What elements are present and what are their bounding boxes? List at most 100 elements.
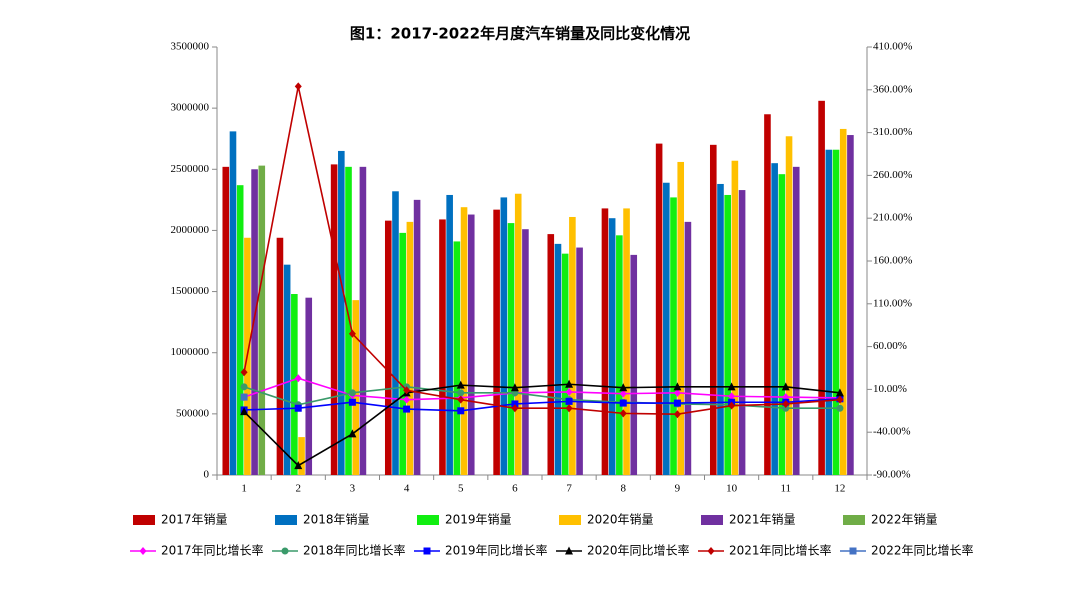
bar xyxy=(576,247,583,475)
y-tick-label: 3500000 xyxy=(171,41,210,53)
bar xyxy=(778,174,786,476)
marker xyxy=(456,380,465,389)
bar xyxy=(251,169,258,476)
bar xyxy=(847,135,854,475)
marker xyxy=(294,404,302,412)
marker xyxy=(510,383,519,392)
marker xyxy=(457,395,465,404)
bar xyxy=(554,243,562,475)
x-tick-label: 2 xyxy=(296,483,302,495)
legend-swatch xyxy=(559,515,581,525)
bar xyxy=(413,199,421,475)
x-tick-label: 1 xyxy=(241,483,247,495)
bar xyxy=(439,219,446,475)
legend-swatch xyxy=(133,515,155,525)
bar xyxy=(229,131,237,475)
marker xyxy=(139,547,147,555)
bar xyxy=(359,166,367,475)
y2-tick-label: 10.00% xyxy=(873,383,907,395)
marker xyxy=(240,368,248,377)
legend-label: 2022年同比增长率 xyxy=(871,543,974,558)
x-tick-label: 12 xyxy=(834,483,845,495)
y2-tick-label: 260.00% xyxy=(873,169,912,181)
y-tick-label: 500000 xyxy=(176,407,210,419)
legend-label: 2018年销量 xyxy=(303,513,370,527)
bar xyxy=(731,160,739,475)
marker xyxy=(403,405,411,413)
marker xyxy=(348,389,356,397)
marker xyxy=(849,547,857,555)
bar xyxy=(493,209,500,475)
x-tick-label: 6 xyxy=(512,483,518,495)
marker xyxy=(673,399,681,407)
x-tick-label: 3 xyxy=(350,483,356,495)
x-tick-label: 11 xyxy=(780,483,791,495)
bar xyxy=(500,197,508,475)
bar xyxy=(384,220,392,475)
bar xyxy=(684,221,692,475)
marker xyxy=(457,389,465,397)
y2-tick-label: -40.00% xyxy=(873,426,911,438)
marker xyxy=(619,389,627,398)
bar xyxy=(655,143,663,475)
y2-tick-label: -90.00% xyxy=(873,469,911,481)
marker xyxy=(511,400,519,408)
bar xyxy=(677,161,685,475)
bar xyxy=(785,136,793,476)
legend-label: 2017年销量 xyxy=(161,513,228,527)
bar xyxy=(569,216,576,475)
marker xyxy=(673,388,681,397)
line xyxy=(243,383,841,467)
line xyxy=(244,398,840,412)
legend-label: 2021年同比增长率 xyxy=(729,543,832,558)
y2-tick-label: 210.00% xyxy=(873,212,912,224)
line xyxy=(243,377,840,401)
bar xyxy=(399,232,406,475)
marker xyxy=(781,382,790,391)
y-tick-label: 0 xyxy=(204,469,210,481)
marker xyxy=(673,410,681,419)
marker xyxy=(240,393,248,401)
bar xyxy=(709,144,717,476)
marker xyxy=(619,409,627,418)
marker xyxy=(728,401,736,410)
y-tick-label: 2500000 xyxy=(171,163,210,175)
x-tick-label: 10 xyxy=(726,483,738,495)
bar xyxy=(832,149,840,475)
marker xyxy=(348,429,357,438)
marker xyxy=(673,382,682,391)
legend-label: 2020年同比增长率 xyxy=(587,543,690,558)
y2-tick-label: 60.00% xyxy=(873,340,907,352)
bar xyxy=(345,166,352,475)
bar xyxy=(446,194,453,476)
marker xyxy=(836,395,844,404)
marker xyxy=(565,397,573,405)
marker xyxy=(348,398,356,406)
marker xyxy=(294,461,303,470)
marker xyxy=(403,395,411,404)
y-tick-label: 1500000 xyxy=(171,285,210,297)
legend-label: 2021年销量 xyxy=(729,513,796,527)
bar xyxy=(547,234,555,475)
legend-label: 2017年同比增长率 xyxy=(161,543,264,558)
legend: 2017年销量 2018年销量 2019年销量 2020年销量 2021年销量 2022年… xyxy=(130,513,974,558)
bar xyxy=(276,237,284,475)
marker xyxy=(565,387,573,396)
x-tick-label: 9 xyxy=(675,483,681,495)
bar xyxy=(771,163,778,475)
marker xyxy=(565,546,573,555)
legend-swatch xyxy=(701,515,723,525)
marker xyxy=(281,547,289,555)
line xyxy=(243,86,840,416)
marker xyxy=(565,379,574,388)
marker xyxy=(294,82,302,91)
bar xyxy=(352,300,360,475)
bar xyxy=(283,264,291,475)
marker xyxy=(565,404,573,413)
bar xyxy=(825,149,833,475)
y-tick-label: 3000000 xyxy=(171,102,210,114)
bar xyxy=(291,294,298,475)
bar xyxy=(670,197,677,475)
legend-label: 2020年销量 xyxy=(587,513,654,527)
